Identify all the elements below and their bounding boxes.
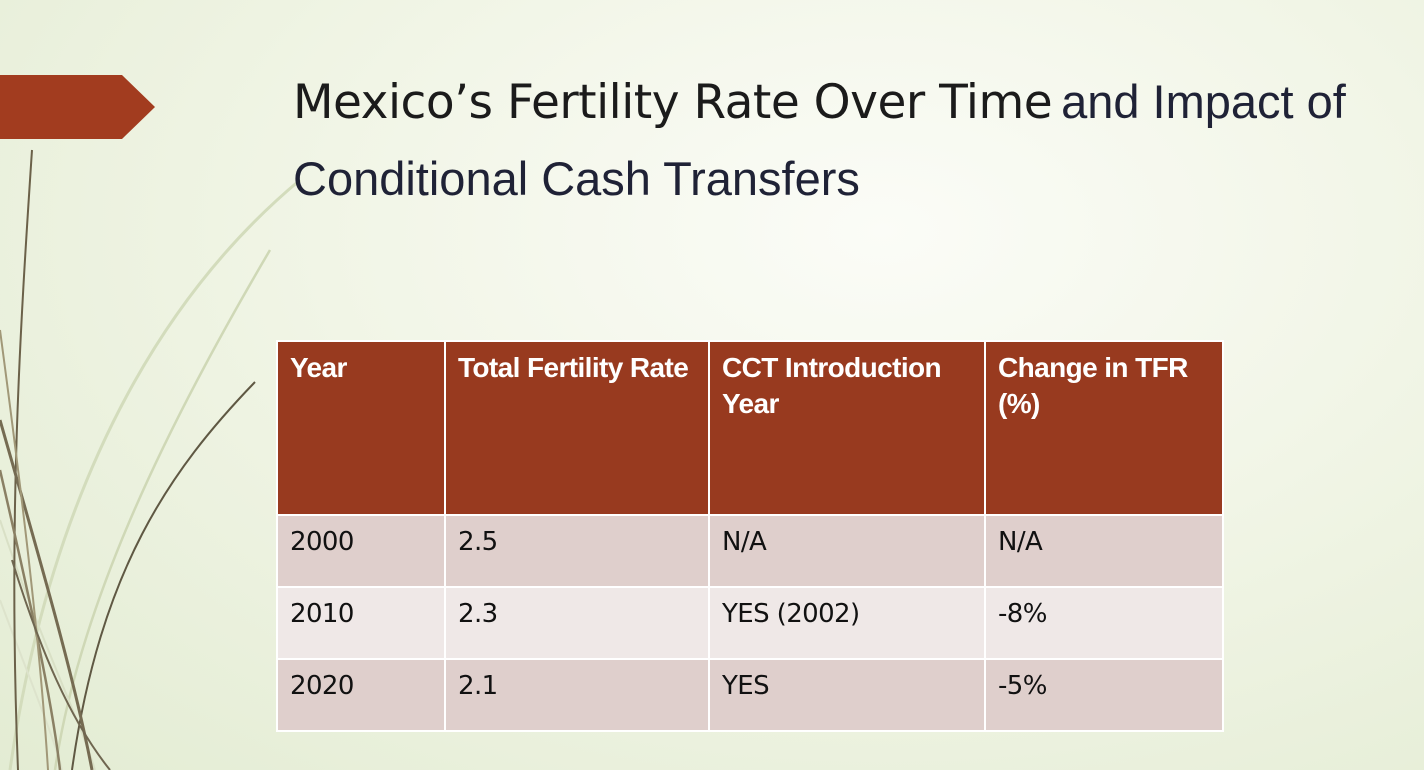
slide-title-part1: Mexico’s Fertility Rate Over Time — [293, 75, 1053, 130]
cell-cct-year: YES (2002) — [708, 586, 986, 660]
table-header-row: Year Total Fertility Rate CCT Introducti… — [276, 340, 1224, 516]
table-row: 2020 2.1 YES -5% — [276, 658, 1224, 732]
fertility-table: Year Total Fertility Rate CCT Introducti… — [276, 340, 1224, 732]
cell-cct-year: YES — [708, 658, 986, 732]
cell-tfr: 2.5 — [444, 514, 710, 588]
header-year: Year — [276, 340, 446, 516]
cell-year: 2000 — [276, 514, 446, 588]
grass-blade — [8, 178, 301, 770]
slide-title-part2: and Impact of Conditional Cash Transfers — [293, 75, 1346, 205]
grass-blade — [0, 469, 62, 770]
arrow-accent-shape — [0, 75, 155, 139]
table-row: 2000 2.5 N/A N/A — [276, 514, 1224, 588]
grass-blade — [11, 559, 111, 770]
cell-change: -5% — [984, 658, 1224, 732]
cell-change: N/A — [984, 514, 1224, 588]
header-cct-introduction-year: CCT Introduction Year — [708, 340, 986, 516]
slide-title: Mexico’s Fertility Rate Over Time and Im… — [293, 66, 1393, 220]
cell-change: -8% — [984, 586, 1224, 660]
cell-year: 2020 — [276, 658, 446, 732]
header-change-in-tfr: Change in TFR (%) — [984, 340, 1224, 516]
cell-cct-year: N/A — [708, 514, 986, 588]
header-total-fertility-rate: Total Fertility Rate — [444, 340, 710, 516]
grass-blade — [13, 149, 33, 770]
grass-blade — [0, 329, 49, 770]
grass-decoration — [0, 75, 301, 770]
grass-blade — [71, 381, 256, 770]
cell-tfr: 2.3 — [444, 586, 710, 660]
grass-blade — [0, 599, 63, 770]
cell-year: 2010 — [276, 586, 446, 660]
table-row: 2010 2.3 YES (2002) -8% — [276, 586, 1224, 660]
grass-blade — [53, 249, 272, 770]
cell-tfr: 2.1 — [444, 658, 710, 732]
